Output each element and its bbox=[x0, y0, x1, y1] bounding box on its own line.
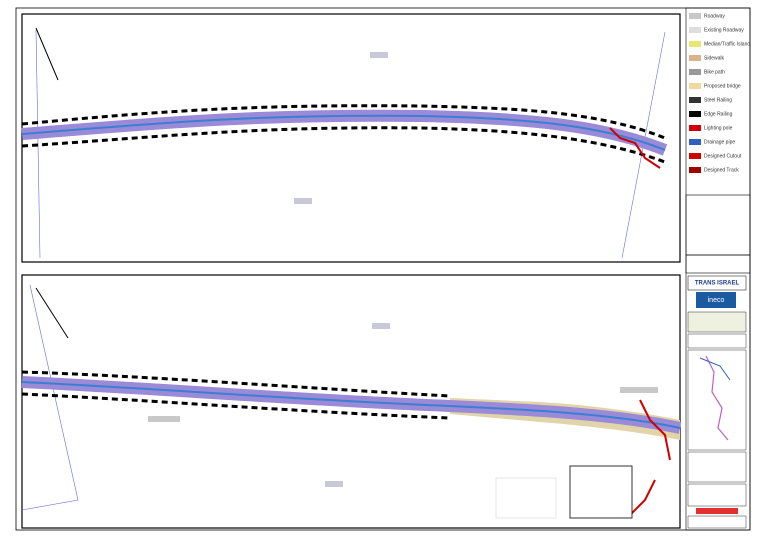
legend-swatch bbox=[689, 97, 701, 103]
legend-swatch bbox=[689, 55, 701, 61]
edge bbox=[21, 126, 666, 164]
title-column: Roadway Existing Roadway Median/Traffic Is… bbox=[685, 7, 751, 531]
north-arrow bbox=[35, 27, 59, 81]
legend-swatch bbox=[689, 167, 701, 173]
legend-label: Roadway bbox=[704, 13, 725, 19]
road-axis bbox=[21, 381, 681, 429]
consultant-name: ineco bbox=[708, 297, 725, 304]
key-map-route bbox=[705, 355, 729, 441]
client-name: TRANS ISRAEL bbox=[695, 281, 740, 287]
signature-block bbox=[687, 483, 747, 507]
label-box bbox=[294, 198, 312, 204]
edge bbox=[21, 104, 666, 140]
legend-swatch bbox=[689, 27, 701, 33]
legend-label: Sidewalk bbox=[704, 55, 725, 61]
legend-label: Median/Traffic Island bbox=[704, 41, 750, 47]
label-box bbox=[372, 323, 390, 329]
cutout bbox=[609, 127, 661, 169]
stamp-block bbox=[685, 254, 751, 274]
notes-text bbox=[495, 477, 557, 519]
label-box bbox=[325, 481, 343, 487]
edge bbox=[21, 370, 451, 398]
project-block bbox=[687, 311, 747, 333]
legend-label: Existing Roadway bbox=[704, 27, 744, 33]
legend-swatch bbox=[689, 13, 701, 19]
legend: Roadway Existing Roadway Median/Traffic Is… bbox=[689, 13, 750, 173]
info-block bbox=[687, 451, 747, 483]
panel-frame bbox=[21, 274, 681, 529]
legend-label: Designed Cutout bbox=[704, 153, 742, 159]
panel-frame bbox=[21, 13, 681, 263]
client-logo bbox=[687, 275, 747, 291]
road-axis bbox=[21, 114, 666, 151]
boundary bbox=[21, 284, 79, 511]
legend-label: Lighting pole bbox=[704, 125, 733, 131]
legend-label: Steel Railing bbox=[704, 97, 732, 103]
consultant-logo bbox=[696, 292, 736, 308]
legend-swatch bbox=[689, 83, 701, 89]
plan-top bbox=[21, 13, 681, 263]
legend-swatch bbox=[689, 125, 701, 131]
legend-swatch bbox=[689, 153, 701, 159]
legend-label: Drainage pipe bbox=[704, 139, 735, 145]
legend-label: Bike path bbox=[704, 69, 725, 75]
legend-label: Edge Railing bbox=[704, 111, 733, 117]
cutout bbox=[629, 399, 671, 516]
legend-swatch bbox=[689, 139, 701, 145]
edge bbox=[21, 392, 451, 420]
legend-swatch bbox=[689, 41, 701, 47]
legend-swatch bbox=[689, 111, 701, 117]
notes-box bbox=[569, 465, 633, 519]
legend-label: Designed Track bbox=[704, 167, 739, 173]
key-map-route bbox=[699, 357, 731, 381]
drawing-number bbox=[696, 508, 738, 514]
legend-swatch bbox=[689, 69, 701, 75]
label-box bbox=[370, 52, 388, 58]
plan-bottom bbox=[21, 274, 682, 529]
label-box bbox=[620, 387, 658, 393]
project-title bbox=[687, 333, 747, 349]
label-box bbox=[148, 416, 180, 422]
north-arrow bbox=[35, 287, 69, 339]
legend-label: Proposed bridge bbox=[704, 83, 741, 89]
sheet-number bbox=[687, 515, 747, 529]
